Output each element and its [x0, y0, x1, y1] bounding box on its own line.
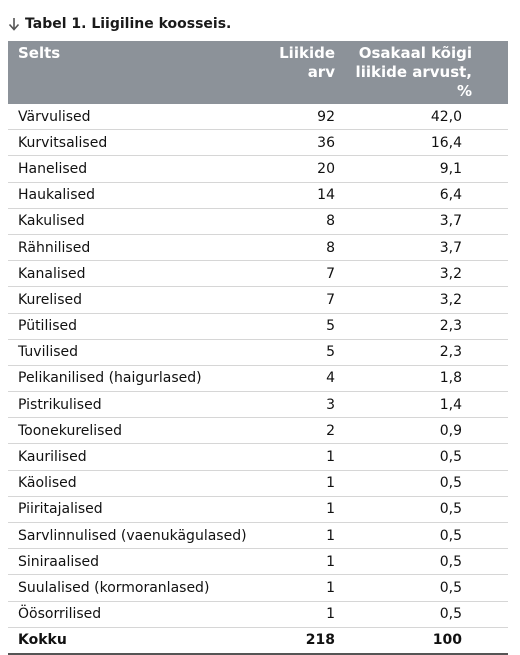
order-name-cell: Värvulised [8, 104, 263, 131]
table-row: Toonekurelised 2 0,9 [8, 417, 508, 445]
species-count-cell: 1 [263, 548, 343, 576]
species-count-cell: 36 [263, 129, 343, 157]
table-row: Kakulised 8 3,7 [8, 208, 508, 235]
document-page: Tabel 1. Liigiline koosseis. Selts Liiki… [8, 14, 508, 655]
share-cell: 9,1 [343, 155, 508, 183]
share-cell: 0,5 [343, 574, 508, 602]
order-name-cell: Hanelised [8, 155, 263, 183]
species-count-cell: 1 [263, 522, 343, 550]
share-cell: 3,2 [343, 260, 508, 288]
species-count-cell: 1 [263, 601, 343, 628]
table-row: Tuvilised 5 2,3 [8, 339, 508, 366]
table-header: Selts Liikide arv Osakaal kõigi liikide ar… [8, 41, 508, 104]
share-cell: 3,2 [343, 286, 508, 314]
table-caption: Tabel 1. Liigiline koosseis. [8, 14, 231, 34]
species-count-cell: 218 [263, 627, 343, 655]
table-title: Tabel 1. Liigiline koosseis. [25, 16, 232, 32]
share-cell: 0,5 [343, 496, 508, 524]
table-row: Värvulised 92 42,0 [8, 104, 508, 131]
order-name-cell: Käolised [8, 470, 263, 497]
share-cell: 3,7 [343, 234, 508, 262]
share-cell: 1,4 [343, 391, 508, 419]
species-count-cell: 20 [263, 155, 343, 183]
order-name-cell: Kokku [8, 627, 263, 655]
table-row: Sarvlinnulised (vaenukägulased) 1 0,5 [8, 522, 508, 550]
total-row: Kokku 218 100 [8, 627, 508, 655]
order-name-cell: Tuvilised [8, 339, 263, 366]
species-count-cell: 4 [263, 365, 343, 393]
species-count-cell: 7 [263, 286, 343, 314]
species-count-cell: 8 [263, 208, 343, 235]
order-name-cell: Siniraalised [8, 548, 263, 576]
table-row: Öösorrilised 1 0,5 [8, 601, 508, 628]
share-cell: 0,5 [343, 522, 508, 550]
share-cell: 1,8 [343, 365, 508, 393]
table-body: Värvulised 92 42,0 Kurvitsalised 36 16,4 Hanel… [8, 104, 508, 655]
species-count-cell: 3 [263, 391, 343, 419]
species-count-cell: 8 [263, 234, 343, 262]
share-cell: 42,0 [343, 104, 508, 131]
header-species-count: Liikide arv [263, 41, 343, 104]
share-cell: 100 [343, 627, 508, 655]
order-name-cell: Rähnilised [8, 234, 263, 262]
table-row: Siniraalised 1 0,5 [8, 548, 508, 576]
species-count-cell: 14 [263, 182, 343, 209]
table-row: Pistrikulised 3 1,4 [8, 391, 508, 419]
species-count-cell: 1 [263, 496, 343, 524]
table-row: Rähnilised 8 3,7 [8, 234, 508, 262]
species-count-cell: 1 [263, 443, 343, 471]
order-name-cell: Öösorrilised [8, 601, 263, 628]
share-cell: 0,9 [343, 417, 508, 445]
species-count-cell: 2 [263, 417, 343, 445]
species-count-cell: 5 [263, 339, 343, 366]
share-cell: 3,7 [343, 208, 508, 235]
share-cell: 0,5 [343, 443, 508, 471]
share-cell: 0,5 [343, 470, 508, 497]
table-row: Kurvitsalised 36 16,4 [8, 129, 508, 157]
table-row: Käolised 1 0,5 [8, 470, 508, 497]
share-cell: 6,4 [343, 182, 508, 209]
table-row: Hanelised 20 9,1 [8, 155, 508, 183]
table-row: Piiritajalised 1 0,5 [8, 496, 508, 524]
species-table: Selts Liikide arv Osakaal kõigi liikide ar… [8, 41, 508, 655]
header-share: Osakaal kõigi liikide arvust, % [343, 41, 508, 104]
species-count-cell: 92 [263, 104, 343, 131]
species-count-cell: 5 [263, 313, 343, 340]
share-cell: 0,5 [343, 601, 508, 628]
order-name-cell: Toonekurelised [8, 417, 263, 445]
order-name-cell: Kaurilised [8, 443, 263, 471]
table-row: Kaurilised 1 0,5 [8, 443, 508, 471]
table-row: Suulalised (kormoranlased) 1 0,5 [8, 574, 508, 602]
table-row: Kanalised 7 3,2 [8, 260, 508, 288]
order-name-cell: Piiritajalised [8, 496, 263, 524]
species-count-cell: 7 [263, 260, 343, 288]
table-row: Kurelised 7 3,2 [8, 286, 508, 314]
header-order: Selts [8, 41, 263, 104]
order-name-cell: Kakulised [8, 208, 263, 235]
species-count-cell: 1 [263, 574, 343, 602]
table-row: Pelikanilised (haigurlased) 4 1,8 [8, 365, 508, 393]
share-cell: 16,4 [343, 129, 508, 157]
order-name-cell: Sarvlinnulised (vaenukägulased) [8, 522, 263, 550]
table-row: Haukalised 14 6,4 [8, 182, 508, 209]
order-name-cell: Kurelised [8, 286, 263, 314]
order-name-cell: Kanalised [8, 260, 263, 288]
order-name-cell: Kurvitsalised [8, 129, 263, 157]
order-name-cell: Suulalised (kormoranlased) [8, 574, 263, 602]
order-name-cell: Pistrikulised [8, 391, 263, 419]
order-name-cell: Pütilised [8, 313, 263, 340]
table-row: Pütilised 5 2,3 [8, 313, 508, 340]
order-name-cell: Pelikanilised (haigurlased) [8, 365, 263, 393]
order-name-cell: Haukalised [8, 182, 263, 209]
share-cell: 2,3 [343, 339, 508, 366]
arrow-down-icon [8, 16, 20, 32]
share-cell: 0,5 [343, 548, 508, 576]
species-count-cell: 1 [263, 470, 343, 497]
share-cell: 2,3 [343, 313, 508, 340]
